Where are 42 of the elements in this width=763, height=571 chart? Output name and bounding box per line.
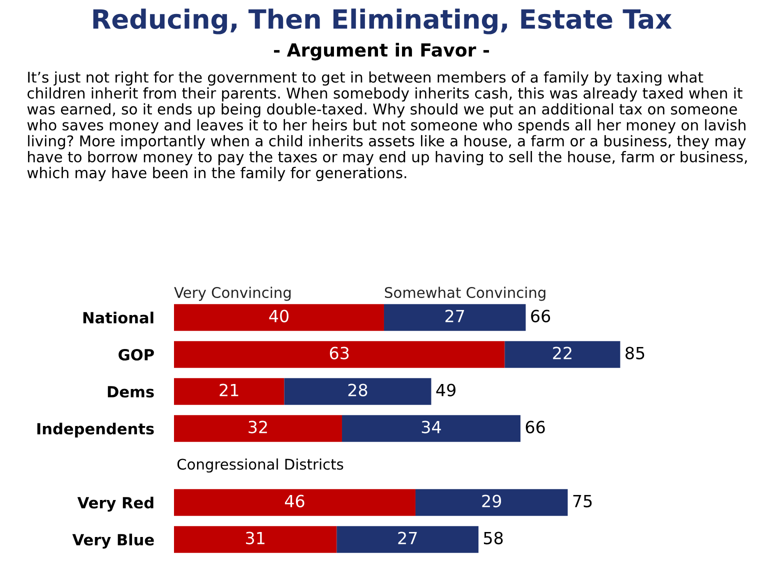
bar bbox=[342, 415, 520, 442]
data-label: 21 bbox=[220, 384, 238, 396]
data-label: 29 bbox=[482, 494, 502, 508]
total-label: 66 bbox=[531, 310, 550, 322]
chart-subtitle: - Argument in Favor - bbox=[274, 42, 489, 60]
series-label: Very Convincing bbox=[174, 286, 291, 301]
y-tick-label: National bbox=[83, 312, 154, 324]
data-label: 40 bbox=[269, 310, 288, 322]
text: It’s just not right for the government to get in between members of a family by taxing what children inherit from their parents. When somebody inherits cash, this was already taxed when it was earned, so it ends up being double-taxed. Why should we put an additional tax on someone who saves money and leaves it to her heirs but not someone who spends all her money on lavish living? More importantly when a child inherits assets like a house, a farm or a business, they may have to borrow money to pay the taxes or may end up having to sell the house, farm or business, which may have been in the family for generations. bbox=[27, 71, 747, 182]
data-label: 27 bbox=[398, 532, 417, 544]
total-label: 58 bbox=[484, 532, 503, 544]
bar bbox=[174, 378, 284, 405]
total-label: 49 bbox=[436, 384, 456, 396]
bar bbox=[174, 526, 337, 553]
data-label: 63 bbox=[330, 346, 349, 360]
total-label: 75 bbox=[573, 494, 592, 508]
data-label: 32 bbox=[248, 420, 267, 434]
y-tick-label: Dems bbox=[108, 386, 154, 398]
bar bbox=[284, 378, 432, 405]
bar bbox=[174, 489, 416, 516]
data-label: 27 bbox=[445, 310, 464, 322]
data-label: 34 bbox=[422, 420, 441, 434]
data-label: 46 bbox=[284, 494, 304, 508]
y-tick-label: Independents bbox=[37, 422, 154, 438]
total-label: 66 bbox=[526, 420, 545, 434]
data-label: 31 bbox=[246, 532, 264, 544]
data-label: 28 bbox=[348, 384, 368, 396]
bar bbox=[384, 304, 526, 331]
data-label: 22 bbox=[553, 346, 572, 360]
chart-title: Reducing, Then Eliminating, Estate Tax bbox=[93, 8, 672, 34]
bar bbox=[415, 489, 568, 516]
bar bbox=[174, 341, 505, 368]
y-tick-label: Very Red bbox=[77, 496, 154, 512]
bar bbox=[504, 341, 620, 368]
series-label: Somewhat Convincing bbox=[384, 286, 546, 301]
y-tick-label: Very Blue bbox=[72, 534, 154, 549]
bar bbox=[174, 304, 384, 331]
bar bbox=[336, 526, 478, 553]
annotation: Congressional Districts bbox=[177, 458, 344, 473]
bar bbox=[174, 415, 342, 442]
y-tick-label: GOP bbox=[118, 348, 154, 361]
total-label: 85 bbox=[626, 346, 644, 360]
